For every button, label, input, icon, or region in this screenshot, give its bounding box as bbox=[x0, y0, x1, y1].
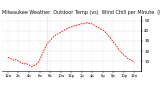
Text: Milwaukee Weather  Outdoor Temp (vs)  Wind Chill per Minute  (Last 24 Hours): Milwaukee Weather Outdoor Temp (vs) Wind… bbox=[2, 10, 160, 15]
